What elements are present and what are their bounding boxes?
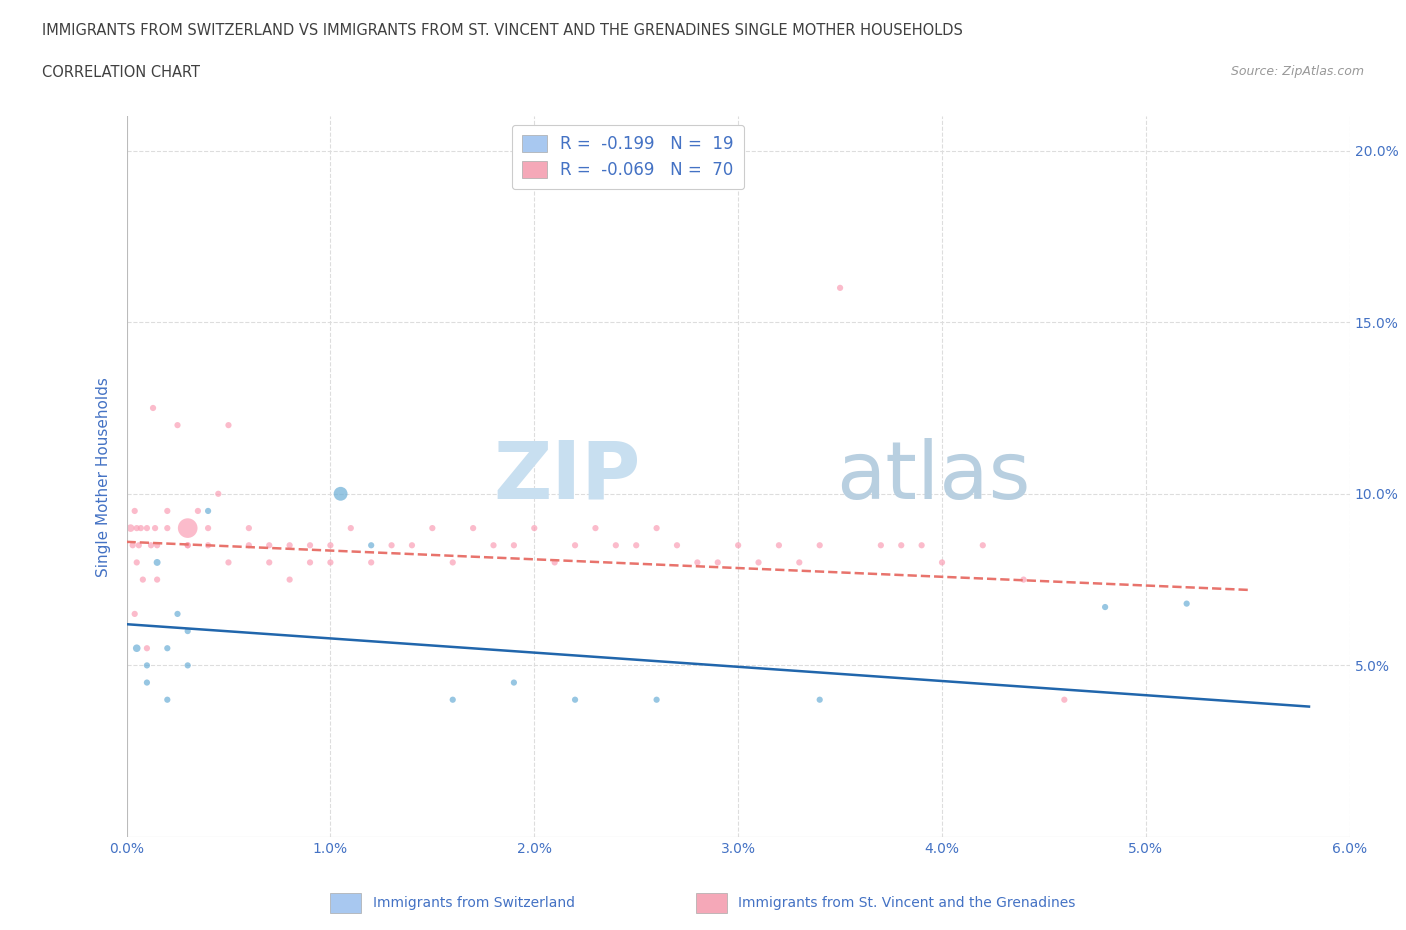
Point [132, 572, 155, 587]
Y-axis label: Single Mother Households: Single Mother Households [96, 377, 111, 577]
Text: Immigrants from Switzerland: Immigrants from Switzerland [373, 896, 575, 910]
Point [360, 555, 382, 570]
Point [666, 538, 689, 552]
Point [124, 503, 146, 518]
Point [605, 538, 627, 552]
Point [523, 521, 546, 536]
Point [1094, 600, 1116, 615]
Text: ZIP: ZIP [494, 438, 640, 515]
Point [146, 555, 169, 570]
Point [380, 538, 404, 552]
Point [238, 521, 260, 536]
Point [645, 521, 668, 536]
Point [482, 538, 505, 552]
Point [830, 281, 852, 296]
Point [125, 521, 148, 536]
Point [146, 538, 169, 552]
Point [329, 486, 352, 501]
Point [129, 521, 152, 536]
Point [707, 555, 730, 570]
Point [299, 538, 322, 552]
Point [197, 521, 219, 536]
Point [120, 521, 142, 536]
Point [238, 538, 260, 552]
Text: Source: ZipAtlas.com: Source: ZipAtlas.com [1230, 65, 1364, 78]
Point [789, 555, 811, 570]
Point [319, 555, 342, 570]
Point [259, 555, 281, 570]
Point [177, 624, 200, 639]
Legend: R =  -0.199   N =  19, R =  -0.069   N =  70: R = -0.199 N = 19, R = -0.069 N = 70 [512, 125, 744, 189]
Point [626, 538, 648, 552]
Point [218, 555, 240, 570]
Point [401, 538, 423, 552]
Point [128, 538, 150, 552]
Point [139, 538, 162, 552]
Point [121, 538, 143, 552]
Point [585, 521, 607, 536]
Point [808, 692, 831, 707]
Point [360, 538, 382, 552]
Point [768, 538, 790, 552]
Point [1053, 692, 1076, 707]
Point [166, 606, 188, 621]
Point [441, 555, 464, 570]
Point [931, 555, 953, 570]
Point [1012, 572, 1035, 587]
Point [319, 538, 342, 552]
Point [686, 555, 709, 570]
Point [890, 538, 912, 552]
Point [278, 572, 301, 587]
Point [156, 692, 179, 707]
Point [187, 503, 209, 518]
Point [207, 486, 229, 501]
Point [146, 572, 169, 587]
Point [808, 538, 831, 552]
Point [463, 521, 485, 536]
Point [124, 606, 146, 621]
Point [564, 692, 586, 707]
Point [142, 401, 165, 416]
Point [278, 538, 301, 552]
Point [177, 521, 200, 536]
Point [125, 555, 148, 570]
Point [177, 538, 200, 552]
Point [135, 658, 157, 672]
Point [143, 521, 166, 536]
Point [564, 538, 586, 552]
Point [166, 418, 188, 432]
Point [727, 538, 749, 552]
Text: CORRELATION CHART: CORRELATION CHART [42, 65, 200, 80]
Text: Immigrants from St. Vincent and the Grenadines: Immigrants from St. Vincent and the Gren… [738, 896, 1076, 910]
Point [340, 521, 363, 536]
Point [156, 641, 179, 656]
Point [544, 555, 567, 570]
Point [135, 675, 157, 690]
Point [441, 692, 464, 707]
Point [135, 521, 157, 536]
Point [503, 675, 526, 690]
Point [748, 555, 770, 570]
Point [645, 692, 668, 707]
Point [197, 503, 219, 518]
Point [177, 538, 200, 552]
Point [259, 538, 281, 552]
Point [135, 641, 157, 656]
Point [156, 521, 179, 536]
Point [299, 555, 322, 570]
Point [422, 521, 444, 536]
Point [911, 538, 934, 552]
Text: IMMIGRANTS FROM SWITZERLAND VS IMMIGRANTS FROM ST. VINCENT AND THE GRENADINES SI: IMMIGRANTS FROM SWITZERLAND VS IMMIGRANT… [42, 23, 963, 38]
Text: atlas: atlas [837, 438, 1031, 515]
Point [1175, 596, 1198, 611]
Point [156, 503, 179, 518]
Point [218, 418, 240, 432]
Point [870, 538, 893, 552]
Point [197, 538, 219, 552]
Point [972, 538, 994, 552]
Point [503, 538, 526, 552]
Point [125, 641, 148, 656]
Point [177, 658, 200, 672]
